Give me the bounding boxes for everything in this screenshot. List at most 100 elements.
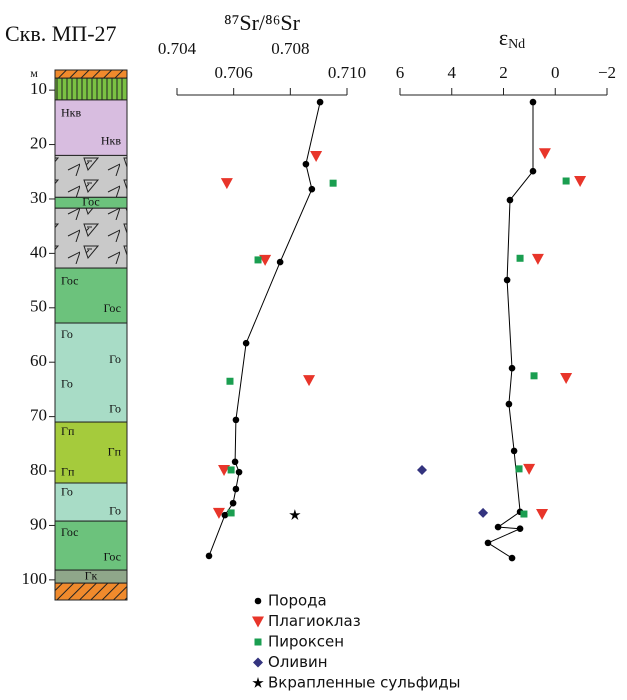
layer bbox=[54, 421, 128, 484]
chart-title: εNd bbox=[499, 25, 525, 52]
x-tick-label: 0.706 bbox=[215, 63, 253, 82]
x-tick-label: 0 bbox=[551, 63, 560, 82]
x-tick-label: 0.704 bbox=[158, 39, 197, 58]
point bbox=[218, 464, 231, 476]
layer-pattern bbox=[55, 583, 127, 600]
legend-marker bbox=[254, 597, 262, 605]
point bbox=[254, 256, 262, 264]
y-tick-label: 80 bbox=[30, 460, 47, 479]
point bbox=[232, 485, 240, 493]
legend-label: Плагиоклаз bbox=[268, 612, 361, 630]
layer-label: Гос bbox=[61, 525, 79, 539]
layer bbox=[54, 99, 128, 156]
title-subscript: Nd bbox=[508, 37, 525, 52]
point bbox=[289, 509, 301, 520]
point bbox=[503, 276, 511, 284]
legend-label: Оливин bbox=[268, 653, 328, 671]
line bbox=[486, 102, 534, 559]
point bbox=[232, 416, 240, 424]
chart-title: Скв. МП-27 bbox=[5, 21, 117, 46]
y-tick-label: 50 bbox=[30, 297, 47, 316]
x-tick-label: −2 bbox=[598, 63, 616, 82]
point bbox=[529, 167, 537, 175]
point bbox=[520, 510, 528, 518]
layer bbox=[54, 322, 128, 423]
y-tick-label: 90 bbox=[30, 514, 47, 533]
layer-label: Гп bbox=[108, 444, 122, 458]
y-tick-label: 30 bbox=[30, 188, 47, 207]
point bbox=[329, 179, 337, 187]
point bbox=[484, 539, 492, 547]
point bbox=[235, 468, 243, 476]
point bbox=[205, 552, 213, 560]
point bbox=[303, 375, 316, 387]
point bbox=[562, 177, 570, 185]
legend-label: Порода bbox=[268, 592, 327, 610]
legend-marker bbox=[252, 616, 264, 628]
point bbox=[416, 464, 427, 475]
point bbox=[530, 372, 538, 380]
x-tick-label: 6 bbox=[396, 63, 405, 82]
legend-marker bbox=[254, 638, 262, 646]
x-tick-label: 2 bbox=[499, 63, 508, 82]
point bbox=[560, 372, 573, 384]
layer-pattern bbox=[55, 78, 127, 100]
point bbox=[212, 507, 225, 519]
x-tick-label: 0.708 bbox=[271, 39, 309, 58]
legend-label: Пироксен bbox=[268, 633, 344, 651]
layer-pattern bbox=[55, 155, 127, 198]
point bbox=[529, 98, 537, 106]
layer-pattern bbox=[55, 70, 127, 79]
layer-label: Гос bbox=[103, 550, 121, 564]
point bbox=[516, 525, 524, 533]
legend-marker bbox=[252, 677, 264, 688]
point bbox=[536, 509, 549, 521]
point bbox=[308, 185, 316, 193]
legend-marker bbox=[253, 657, 263, 668]
layer-label: Гп bbox=[61, 465, 75, 479]
point bbox=[515, 465, 523, 473]
point bbox=[227, 466, 235, 474]
point bbox=[276, 258, 284, 266]
layer-label: Го bbox=[61, 377, 73, 391]
point bbox=[510, 447, 518, 455]
layer-label: Нкв bbox=[101, 133, 121, 147]
y-tick-label: 20 bbox=[30, 133, 47, 152]
y-tick-label: 40 bbox=[30, 242, 47, 261]
layer-label: Нкв bbox=[61, 106, 81, 120]
point bbox=[516, 254, 524, 262]
point bbox=[302, 160, 310, 168]
chart-title: ⁸⁷Sr/⁸⁶Sr bbox=[224, 10, 301, 35]
point bbox=[231, 458, 239, 466]
point bbox=[310, 150, 323, 162]
point bbox=[574, 176, 587, 188]
point bbox=[227, 509, 235, 517]
legend-label: Вкрапленные сульфиды bbox=[268, 674, 460, 692]
point bbox=[478, 507, 489, 518]
point bbox=[229, 499, 237, 507]
layer-label: Го bbox=[61, 484, 73, 498]
y-axis-label: м bbox=[30, 66, 38, 80]
layer-label: Го bbox=[109, 503, 121, 517]
layer-label: Гос bbox=[103, 301, 121, 315]
layer-label: Го bbox=[61, 327, 73, 341]
layer-label: Го bbox=[109, 401, 121, 415]
point bbox=[226, 377, 234, 385]
point bbox=[221, 511, 229, 519]
y-tick-label: 10 bbox=[30, 79, 47, 98]
layer-label: Гос bbox=[61, 274, 79, 288]
y-tick-label: 60 bbox=[30, 351, 47, 370]
layer-label: Гк bbox=[85, 568, 98, 582]
point bbox=[531, 253, 544, 265]
layer-pattern bbox=[55, 208, 127, 269]
x-tick-label: 0.710 bbox=[328, 63, 366, 82]
layer-label: Гос bbox=[82, 195, 100, 209]
point bbox=[494, 523, 502, 531]
point bbox=[508, 364, 516, 372]
point bbox=[506, 196, 514, 204]
y-tick-label: 70 bbox=[30, 406, 47, 425]
point bbox=[220, 178, 233, 190]
point bbox=[505, 400, 513, 408]
layer-label: Гп bbox=[61, 424, 75, 438]
